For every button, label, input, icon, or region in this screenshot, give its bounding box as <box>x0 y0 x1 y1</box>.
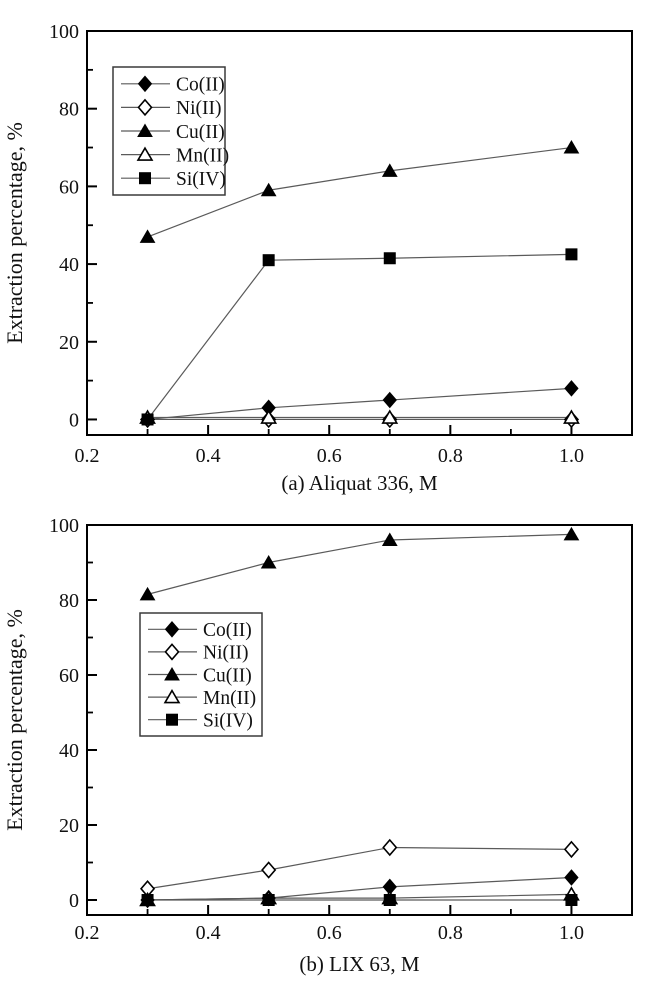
chart-caption: (b) LIX 63, M <box>299 952 419 976</box>
y-tick-label: 0 <box>69 409 79 431</box>
marker-co-ii <box>564 869 579 886</box>
marker-cu-ii <box>260 555 277 569</box>
marker-cu-ii <box>139 586 156 601</box>
marker-cu-ii <box>260 182 277 197</box>
legend-marker-mn-ii-icon <box>163 689 181 704</box>
marker-cu-ii <box>139 229 156 243</box>
marker-cu-ii <box>563 526 580 541</box>
marker-si-iv <box>565 248 578 261</box>
x-tick-label: 0.6 <box>317 445 342 467</box>
marker-co-ii <box>564 380 579 397</box>
series-line-co-ii <box>147 876 572 901</box>
x-tick-label: 0.2 <box>75 445 100 467</box>
legend-marker-si-iv-icon <box>139 172 151 185</box>
marker-mn-ii <box>260 409 278 424</box>
x-tick-label: 1.0 <box>559 445 584 467</box>
legend-label-mn-ii: Mn(II) <box>203 688 256 709</box>
y-tick-label: 40 <box>59 740 79 762</box>
legend-label-co-ii: Co(II) <box>203 620 252 641</box>
chart-caption: (a) Aliquat 336, M <box>281 471 438 495</box>
x-tick-label: 0.8 <box>438 922 463 944</box>
legend-label-ni-ii: Ni(II) <box>176 98 221 119</box>
legend-label-cu-ii: Cu(II) <box>176 122 225 143</box>
y-tick-label: 60 <box>59 176 79 198</box>
x-tick-label: 1.0 <box>559 922 584 944</box>
marker-si-iv <box>383 252 396 265</box>
legend-label-co-ii: Co(II) <box>176 75 225 96</box>
series-line-cu-ii <box>147 533 572 595</box>
marker-si-iv <box>141 894 154 906</box>
legend-label-si-iv: Si(IV) <box>203 711 253 732</box>
x-tick-label: 0.4 <box>196 922 221 944</box>
marker-cu-ii <box>381 163 398 177</box>
marker-mn-ii <box>563 409 580 424</box>
marker-cu-ii <box>563 140 580 154</box>
y-tick-label: 100 <box>49 515 79 537</box>
marker-si-iv <box>262 254 275 267</box>
marker-cu-ii <box>381 532 398 546</box>
marker-si-iv <box>565 894 578 906</box>
marker-ni-ii <box>261 861 277 879</box>
marker-ni-ii <box>382 838 398 857</box>
y-tick-label: 80 <box>59 99 79 121</box>
legend-box <box>139 612 263 737</box>
series-line-ni-ii <box>147 846 572 890</box>
marker-ni-ii <box>563 840 580 859</box>
legend-marker-cu-ii-icon <box>164 667 180 681</box>
legend-marker-cu-ii-icon <box>137 123 153 137</box>
legend-label-mn-ii: Mn(II) <box>176 145 229 166</box>
marker-si-iv <box>141 413 154 426</box>
y-tick-label: 20 <box>59 815 79 837</box>
marker-mn-ii <box>381 409 399 424</box>
legend-marker-ni-ii-icon <box>137 98 153 117</box>
chart-a-aliquat-336: 0.2 0.4 0.6 0.8 1.0 0 20 40 60 80 100 Co(II)Ni(II) C… <box>2 21 633 495</box>
y-tick-label: 40 <box>59 254 79 276</box>
series-line-mn-ii <box>147 893 572 901</box>
y-tick-label: 60 <box>59 665 79 687</box>
legend-marker-ni-ii-icon <box>164 643 180 661</box>
legend-marker-si-iv-icon <box>166 713 178 726</box>
x-tick-label: 0.6 <box>317 922 342 944</box>
x-tick-label: 0.2 <box>75 922 100 944</box>
legend-label-cu-ii: Cu(II) <box>203 665 252 686</box>
plot-frame <box>86 30 633 436</box>
x-tick-label: 0.4 <box>196 445 221 467</box>
legend-marker-co-ii-icon <box>164 621 180 638</box>
legend-label-ni-ii: Ni(II) <box>203 643 248 664</box>
y-axis-label: Extraction percentage, % <box>2 609 27 831</box>
legend-marker-co-ii-icon <box>137 75 153 93</box>
marker-si-iv <box>262 894 275 906</box>
y-axis-label: Extraction percentage, % <box>2 122 27 344</box>
series-line-si-iv <box>147 253 572 420</box>
marker-co-ii <box>382 391 397 409</box>
x-tick-label: 0.8 <box>438 445 463 467</box>
legend-label-si-iv: Si(IV) <box>176 169 226 190</box>
marker-si-iv <box>383 894 396 906</box>
chart-b-lix-63: 0.2 0.4 0.6 0.8 1.0 0 20 40 60 80 100 Co(II)Ni(II)C… <box>2 515 633 976</box>
y-tick-label: 100 <box>49 21 79 43</box>
y-tick-label: 80 <box>59 590 79 612</box>
y-tick-label: 20 <box>59 332 79 354</box>
y-tick-label: 0 <box>69 890 79 912</box>
series-line-cu-ii <box>147 146 572 238</box>
legend-marker-mn-ii-icon <box>136 146 154 161</box>
series-line-co-ii <box>147 387 572 421</box>
plot-frame <box>86 524 633 916</box>
